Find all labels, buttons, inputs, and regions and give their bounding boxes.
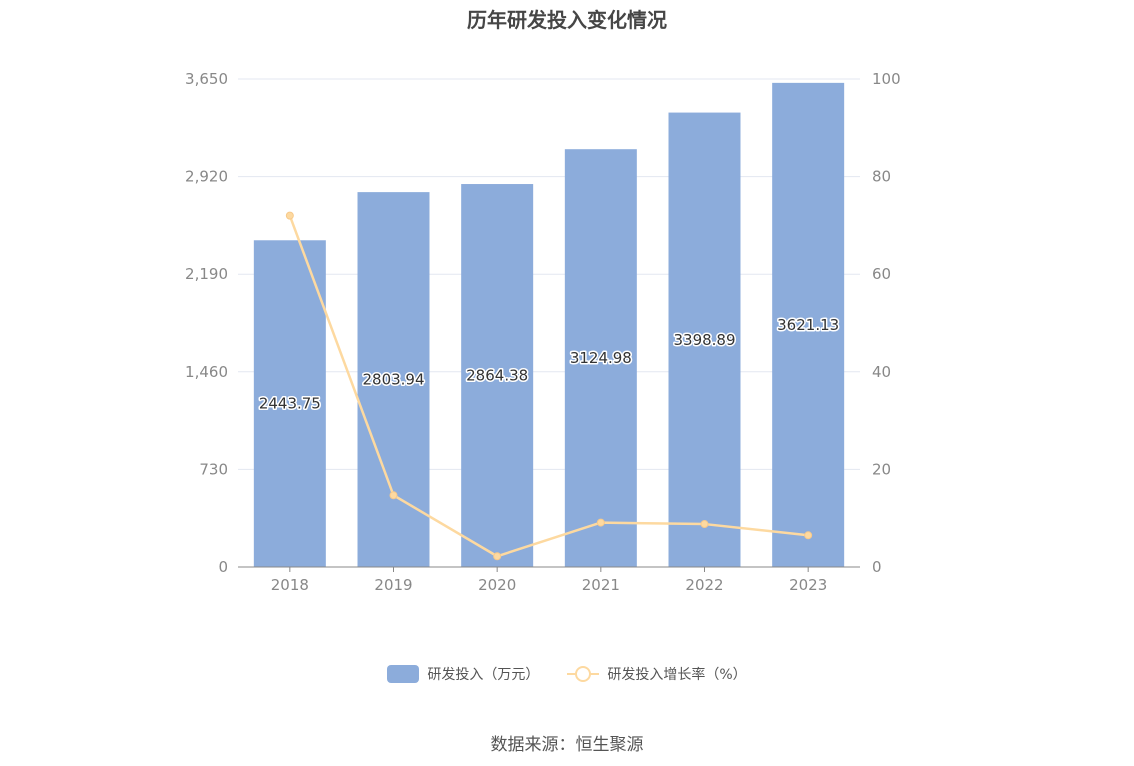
y-right-tick-label: 80: [872, 168, 891, 186]
bar: [564, 149, 637, 567]
growth-point: [285, 211, 294, 220]
bar-data-label: 2443.75: [259, 395, 321, 413]
y-left-tick-label: 1,460: [185, 363, 228, 381]
bar: [357, 192, 430, 567]
legend: 研发投入（万元） 研发投入增长率（%）: [0, 664, 1134, 684]
data-source: 数据来源：恒生聚源: [490, 735, 644, 755]
legend-item-bar[interactable]: 研发投入（万元）: [387, 664, 539, 684]
bar: [461, 184, 534, 567]
y-left-tick-label: 2,920: [185, 168, 228, 186]
bar-data-label: 3621.13: [777, 316, 839, 334]
legend-bar-swatch: [387, 665, 420, 683]
y-left-tick-label: 3,650: [185, 70, 228, 88]
x-tick-label: 2023: [789, 576, 827, 594]
growth-point: [804, 531, 813, 540]
bar: [772, 82, 845, 568]
legend-line-label: 研发投入增长率（%）: [607, 667, 747, 683]
bar-data-label: 3398.89: [673, 331, 735, 349]
legend-bar-label: 研发投入（万元）: [427, 667, 540, 683]
growth-point: [389, 491, 398, 500]
x-tick-label: 2022: [685, 576, 723, 594]
x-tick-label: 2019: [374, 576, 412, 594]
y-left-tick-label: 2,190: [185, 265, 228, 283]
y-right-tick-label: 40: [872, 363, 891, 381]
y-right-tick-label: 100: [872, 70, 901, 88]
x-tick-label: 2018: [271, 576, 309, 594]
y-left-tick-label: 730: [199, 460, 228, 478]
y-right-tick-label: 0: [872, 558, 882, 576]
bar: [668, 112, 741, 568]
x-tick-label: 2020: [478, 576, 516, 594]
bar: [253, 240, 326, 567]
growth-point: [700, 520, 709, 529]
bar-data-label: 2803.94: [362, 371, 424, 389]
y-right-tick-label: 20: [872, 460, 891, 478]
growth-point: [596, 518, 605, 527]
y-left-tick-label: 0: [218, 558, 228, 576]
bar-data-label: 3124.98: [570, 349, 632, 367]
y-right-tick-label: 60: [872, 265, 891, 283]
x-tick-label: 2021: [582, 576, 620, 594]
growth-point: [493, 552, 502, 561]
bar-data-label: 2864.38: [466, 367, 528, 385]
chart-title: 历年研发投入变化情况: [467, 8, 667, 32]
legend-line-swatch: [567, 665, 600, 683]
growth-line: [288, 215, 809, 558]
legend-item-line[interactable]: 研发投入增长率（%）: [567, 664, 747, 684]
